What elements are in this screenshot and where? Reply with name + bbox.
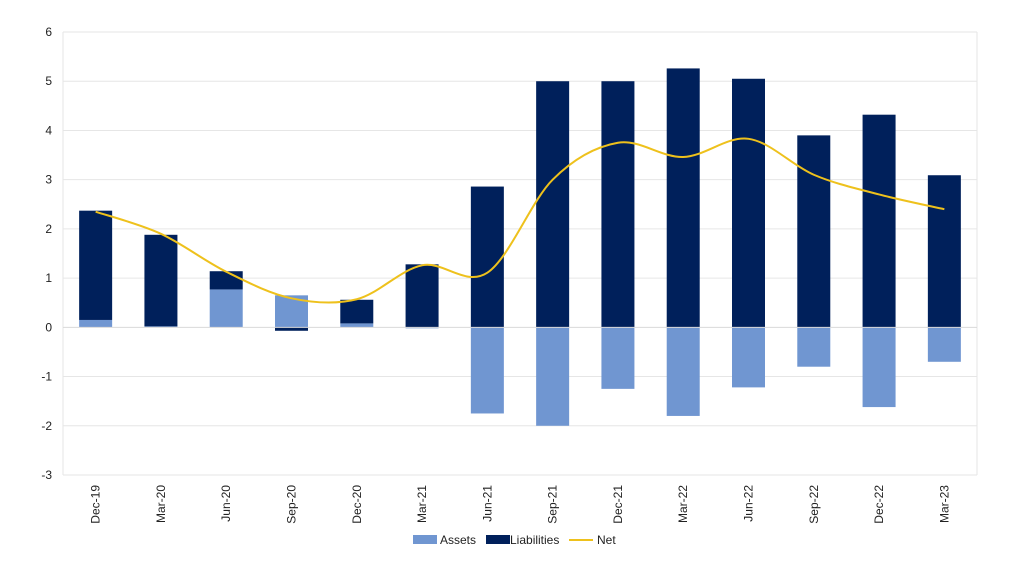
bars — [79, 68, 961, 426]
x-tick-label: Sep-20 — [285, 485, 299, 524]
bar-liabilities — [797, 135, 831, 328]
gridlines — [62, 31, 978, 476]
bar-assets — [732, 327, 765, 388]
x-tick-label: Jun-21 — [480, 485, 494, 522]
y-tick-label: 0 — [45, 320, 52, 334]
x-tick-label: Dec-20 — [350, 485, 364, 524]
legend-label-liabilities: Liabilities — [510, 533, 559, 547]
legend-label-assets: Assets — [440, 533, 476, 547]
y-tick-label: 2 — [45, 222, 52, 236]
y-tick-label: 1 — [45, 271, 52, 285]
bar-liabilities — [862, 114, 896, 328]
y-axis: -3 -2 -1 0 1 2 3 4 5 6 — [41, 25, 52, 482]
y-tick-label: -1 — [41, 370, 52, 384]
bar-liabilities — [405, 264, 439, 328]
x-tick-label: Mar-20 — [154, 485, 168, 523]
legend-swatch-liabilities — [486, 535, 510, 544]
x-tick-label: Mar-21 — [415, 485, 429, 523]
bar-liabilities — [666, 68, 700, 328]
bar-liabilities — [79, 210, 113, 320]
x-tick-label: Jun-22 — [742, 485, 756, 522]
y-tick-label: 3 — [45, 173, 52, 187]
x-tick-label: Sep-21 — [546, 485, 560, 524]
bar-liabilities — [470, 186, 504, 328]
bar-assets — [340, 323, 374, 328]
legend: Assets Liabilities Net — [413, 533, 616, 547]
bar-liabilities — [601, 81, 635, 328]
bar-assets — [79, 319, 113, 328]
x-tick-label: Sep-22 — [807, 485, 821, 524]
x-tick-label: Mar-23 — [937, 485, 951, 523]
legend-label-net: Net — [597, 533, 616, 547]
bar-liabilities — [927, 175, 961, 328]
bar-liabilities — [209, 271, 243, 290]
bar-assets — [797, 327, 831, 367]
bar-liabilities — [144, 234, 178, 327]
bar-assets — [470, 327, 504, 414]
legend-swatch-assets — [413, 535, 437, 544]
x-tick-label: Dec-21 — [611, 485, 625, 524]
bar-assets — [927, 327, 961, 362]
bar-assets — [209, 289, 243, 328]
x-axis: Dec-19 Mar-20 Jun-20 Sep-20 Dec-20 Mar-21 Jun-… — [89, 485, 952, 524]
bar-liabilities — [536, 81, 570, 328]
x-tick-label: Dec-19 — [89, 485, 103, 524]
y-tick-label: -3 — [41, 468, 52, 482]
bar-liabilities — [275, 327, 308, 331]
series-line-net — [95, 137, 945, 304]
bar-assets — [536, 327, 570, 426]
y-tick-label: 6 — [45, 25, 52, 39]
y-tick-label: 5 — [45, 74, 52, 88]
y-tick-label: -2 — [41, 419, 52, 433]
x-tick-label: Mar-22 — [676, 485, 690, 523]
bar-liabilities — [340, 299, 374, 324]
bar-assets — [862, 327, 896, 408]
y-tick-label: 4 — [45, 123, 52, 137]
x-tick-label: Dec-22 — [872, 485, 886, 524]
bar-liabilities — [732, 78, 765, 328]
x-tick-label: Jun-20 — [219, 485, 233, 522]
bar-assets — [666, 327, 700, 416]
net-line-layer — [95, 137, 945, 304]
bar-assets — [601, 327, 635, 389]
